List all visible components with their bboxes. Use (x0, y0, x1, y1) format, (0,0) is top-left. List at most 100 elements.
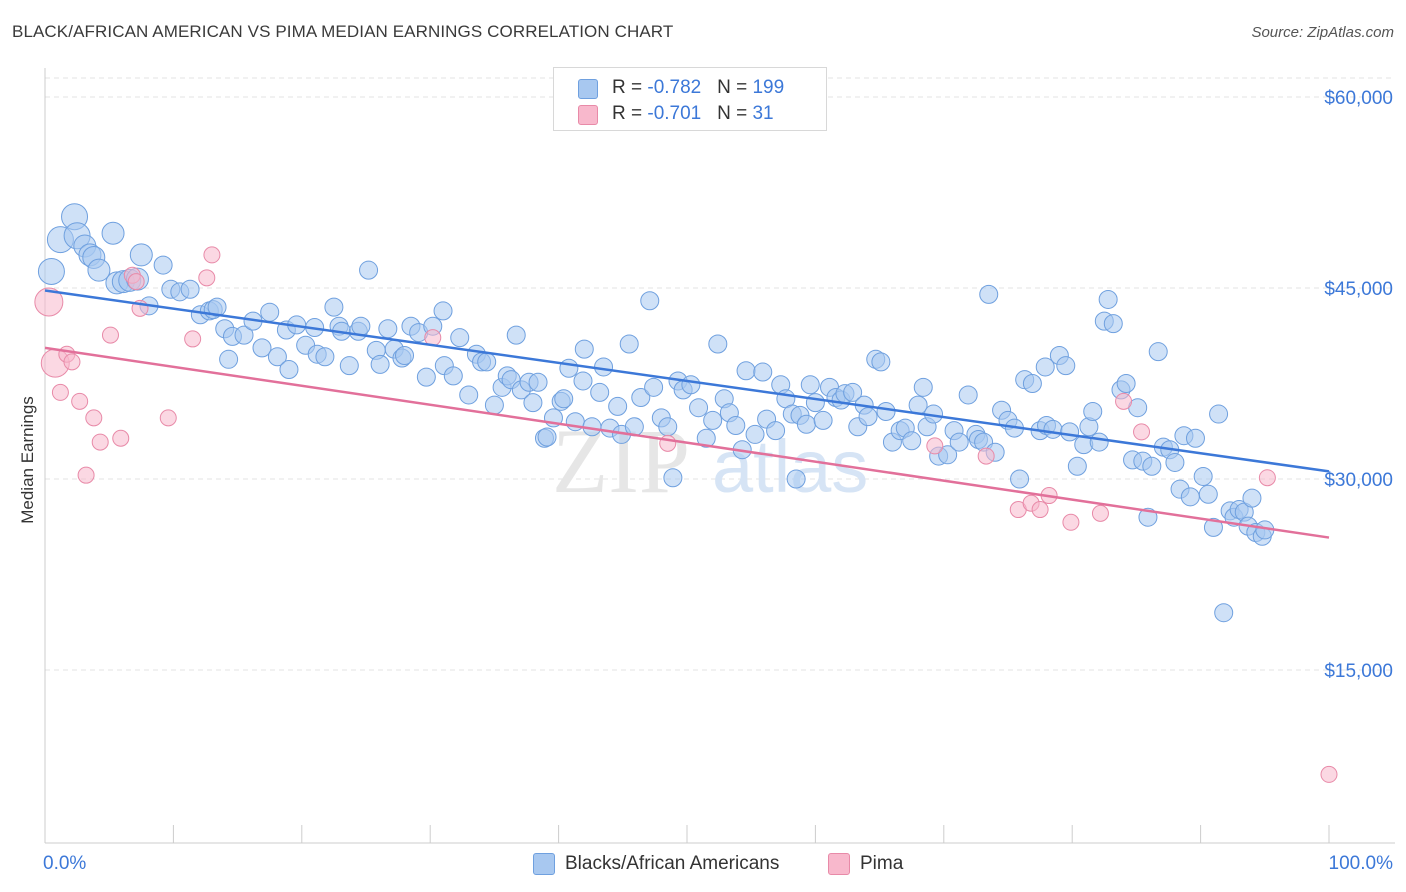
scatter-point-blacks (528, 372, 548, 392)
scatter-point-blacks (631, 388, 651, 408)
scatter-point-blacks (279, 359, 299, 379)
scatter-point-blacks (736, 361, 756, 381)
y-tick-label: $60,000 (1324, 88, 1393, 109)
scatter-point-blacks (800, 375, 820, 395)
y-tick-label: $30,000 (1324, 470, 1393, 491)
y-axis-label: Median Earnings (18, 396, 37, 524)
scatter-point-blacks (766, 421, 786, 441)
scatter-point-blacks (1185, 428, 1205, 448)
trend-line-pima (44, 346, 1330, 539)
trend-layer (44, 289, 1330, 539)
scatter-point-blacks (359, 260, 379, 280)
scatter-point-blacks (640, 291, 660, 311)
scatter-point-blacks (1056, 356, 1076, 376)
scatter-point-blacks (1214, 603, 1234, 623)
legend-n-value: 199 (752, 77, 785, 98)
axis-layer: $60,000 $45,000 $30,000 $15,000 0.0% 100.0% (43, 68, 1395, 874)
scatter-point-pima (1115, 392, 1133, 410)
scatter-point-blacks (813, 410, 833, 430)
scatter-point-blacks (1089, 432, 1109, 452)
scatter-point-blacks (1035, 357, 1055, 377)
scatter-point-blacks (378, 319, 398, 339)
scatter-point-blacks (537, 427, 557, 447)
scatter-point-blacks (681, 375, 701, 395)
scatter-point-blacks (1242, 488, 1262, 508)
scatter-point-blacks (523, 393, 543, 413)
chart-source: Source: ZipAtlas.com (1251, 24, 1394, 41)
scatter-point-blacks (590, 382, 610, 402)
scatter-point-blacks (1010, 469, 1030, 489)
scatter-point-blacks (689, 398, 709, 418)
scatter-point-blacks (938, 445, 958, 465)
scatter-point-blacks (37, 257, 65, 285)
y-tick-label: $15,000 (1324, 661, 1393, 682)
scatter-point-blacks (339, 356, 359, 376)
legend-swatch-blacks (578, 79, 598, 99)
scatter-point-blacks (594, 357, 614, 377)
x-tick-label: 100.0% (1329, 853, 1394, 874)
scatter-point-blacks (805, 393, 825, 413)
y-tick-label: $45,000 (1324, 279, 1393, 300)
trend-line-blacks (44, 289, 1330, 473)
scatter-point-pima (1062, 513, 1080, 531)
scatter-point-pima (71, 392, 89, 410)
scatter-point-blacks (554, 389, 574, 409)
scatter-point-blacks (871, 352, 891, 372)
legend-r-value: -0.701 (647, 103, 702, 124)
scatter-point-blacks (370, 354, 390, 374)
legend-r-label: R = (612, 77, 648, 98)
scatter-point-blacks (1180, 487, 1200, 507)
legend-n-value: 31 (752, 103, 774, 124)
scatter-point-blacks (708, 334, 728, 354)
scatter-point-blacks (315, 347, 335, 367)
scatter-point-blacks (506, 325, 526, 345)
scatter-point-pima (198, 269, 216, 287)
scatter-point-pima (926, 437, 944, 455)
legend-swatch-pima (578, 105, 598, 125)
scatter-point-blacks (745, 424, 765, 444)
scatter-point-blacks (1060, 422, 1080, 442)
bottom-legend-label-blacks: Blacks/African Americans (565, 853, 780, 874)
scatter-point-blacks (1067, 456, 1087, 476)
scatter-point-blacks (1142, 456, 1162, 476)
scatter-point-blacks (858, 407, 878, 427)
scatter-point-blacks (1198, 484, 1218, 504)
scatter-point-blacks (1022, 374, 1042, 393)
scatter-point-blacks (1083, 402, 1103, 422)
scatter-point-blacks (324, 297, 344, 317)
scatter-point-blacks (644, 377, 664, 397)
scatter-point-blacks (477, 352, 497, 372)
scatter-point-blacks (1193, 466, 1213, 486)
scatter-point-blacks (1148, 342, 1168, 362)
scatter-point-pima (91, 433, 109, 451)
legend-r-label: R = (612, 103, 648, 124)
scatter-point-blacks (608, 396, 628, 416)
legend-row-pima: R = -0.701 N = 31 (578, 103, 774, 127)
bottom-legend-label-pima: Pima (860, 853, 904, 874)
scatter-point-pima (34, 287, 64, 317)
scatter-point-blacks (101, 221, 125, 245)
scatter-point-blacks (696, 428, 716, 448)
scatter-point-blacks (219, 349, 239, 369)
scatter-point-blacks (753, 362, 773, 382)
scatter-point-blacks (207, 297, 227, 317)
scatter-point-pima (1320, 765, 1338, 783)
scatter-point-blacks (573, 371, 593, 391)
scatter-point-blacks (395, 345, 415, 365)
scatter-point-blacks (1103, 314, 1123, 334)
legend-row-blacks: R = -0.782 N = 199 (578, 77, 784, 101)
bottom-legend-swatch-blacks (533, 853, 555, 875)
scatter-point-blacks (459, 385, 479, 405)
scatter-point-blacks (153, 255, 173, 275)
scatter-point-blacks (902, 431, 922, 451)
legend-r-value: -0.782 (647, 77, 702, 98)
scatter-point-pima (203, 246, 221, 264)
scatter-point-pima (85, 409, 103, 427)
scatter-point-blacks (416, 367, 436, 387)
scatter-point-blacks (913, 377, 933, 397)
x-tick-label: 0.0% (43, 853, 86, 874)
scatter-point-blacks (619, 334, 639, 354)
chart-title: BLACK/AFRICAN AMERICAN VS PIMA MEDIAN EA… (12, 22, 674, 41)
legend-n-label: N = (717, 103, 753, 124)
